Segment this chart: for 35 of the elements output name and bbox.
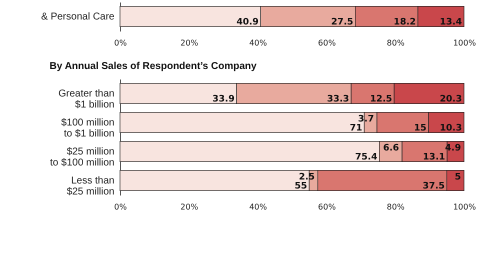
y-tick-label: & Personal Care <box>41 12 115 22</box>
x-tick-label: 40% <box>249 38 268 48</box>
y-tick-label: $25 million to $100 million <box>50 146 114 168</box>
x-tick-label: 100% <box>453 38 476 48</box>
x-tick-label: 80% <box>386 38 405 48</box>
x-tick-label: 80% <box>386 202 405 212</box>
x-tick-label: 0% <box>114 202 128 212</box>
data-label: 18.2 <box>394 18 416 28</box>
x-tick-label: 0% <box>114 38 128 48</box>
data-label: 15 <box>414 124 427 134</box>
data-label: 71 <box>350 124 362 134</box>
data-label: 13.1 <box>422 152 446 162</box>
data-label: 20.3 <box>440 94 462 104</box>
x-tick-label: 60% <box>318 38 336 48</box>
data-label: 5 <box>454 172 461 182</box>
data-label: 33.3 <box>326 94 350 104</box>
data-label: 33.9 <box>212 94 235 104</box>
data-label: 6.6 <box>383 144 400 154</box>
x-tick-label: 100% <box>453 202 476 212</box>
x-tick-label: 20% <box>180 38 199 48</box>
y-tick-label: Greater than $1 billion <box>58 88 114 110</box>
data-label: 13.4 <box>440 18 462 28</box>
y-tick-label: Less than $25 million <box>66 176 114 198</box>
y-tick-label: $100 million to $1 billion <box>61 118 114 140</box>
chart-title: By Annual Sales of Respondent’s Company <box>50 61 258 72</box>
data-label: 12.5 <box>370 94 392 104</box>
data-label: 75.4 <box>355 152 378 162</box>
x-tick-label: 60% <box>318 202 336 212</box>
data-label: 55 <box>294 182 308 192</box>
data-label: 37.5 <box>422 182 445 192</box>
x-tick-label: 20% <box>180 202 199 212</box>
x-tick-label: 40% <box>249 202 268 212</box>
data-label: 27.5 <box>331 18 354 28</box>
data-label: 10.3 <box>440 124 462 134</box>
data-label: 40.9 <box>236 18 259 28</box>
